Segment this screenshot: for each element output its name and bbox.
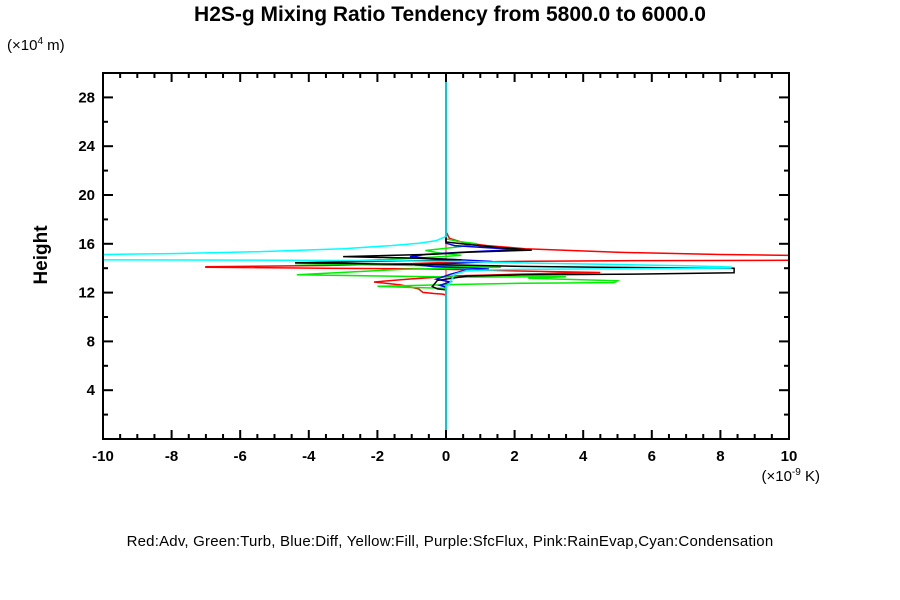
- series-condensation-line: [102, 73, 447, 256]
- x-axis-unit-label: (×10-9 K): [761, 467, 820, 485]
- y-unit-prefix: (×10: [7, 37, 38, 54]
- y-tick-label-4: 4: [87, 382, 96, 399]
- series-net-line: [295, 73, 735, 439]
- y-unit-exponent: 4: [37, 36, 44, 47]
- series-adv-line: [445, 73, 790, 257]
- series-turb-line: [295, 73, 621, 439]
- y-tick-label-16: 16: [78, 236, 95, 253]
- y-unit-suffix: m): [43, 37, 65, 54]
- x-tick-label-6: 6: [648, 448, 656, 465]
- x-unit-prefix: (×10: [761, 468, 792, 485]
- x-tick-label-2: 2: [510, 448, 518, 465]
- series-diff-line: [409, 73, 522, 439]
- x-tick-label-4: 4: [579, 448, 588, 465]
- y-tick-label-8: 8: [87, 333, 95, 350]
- x-tick-label-0: 0: [442, 448, 450, 465]
- x-tick-label--4: -4: [302, 448, 316, 465]
- x-unit-suffix: K): [800, 468, 820, 485]
- x-tick-label-10: 10: [781, 448, 798, 465]
- x-tick-label--6: -6: [234, 448, 247, 465]
- legend-text: Red:Adv, Green:Turb, Blue:Diff, Yellow:F…: [126, 533, 774, 550]
- x-tick-label-8: 8: [716, 448, 724, 465]
- y-tick-label-12: 12: [78, 285, 95, 302]
- y-tick-label-20: 20: [78, 187, 95, 204]
- y-tick-label-24: 24: [78, 138, 95, 155]
- chart-title: H2S-g Mixing Ratio Tendency from 5800.0 …: [194, 3, 706, 26]
- series-adv-line: [205, 259, 790, 439]
- x-unit-exponent: -9: [791, 467, 801, 478]
- y-tick-label-28: 28: [78, 89, 95, 106]
- x-tick-label--2: -2: [371, 448, 384, 465]
- x-tick-label--10: -10: [92, 448, 114, 465]
- y-axis-unit-label: (×104 m): [7, 36, 65, 54]
- series-condensation-line: [102, 259, 732, 439]
- x-tick-label--8: -8: [165, 448, 178, 465]
